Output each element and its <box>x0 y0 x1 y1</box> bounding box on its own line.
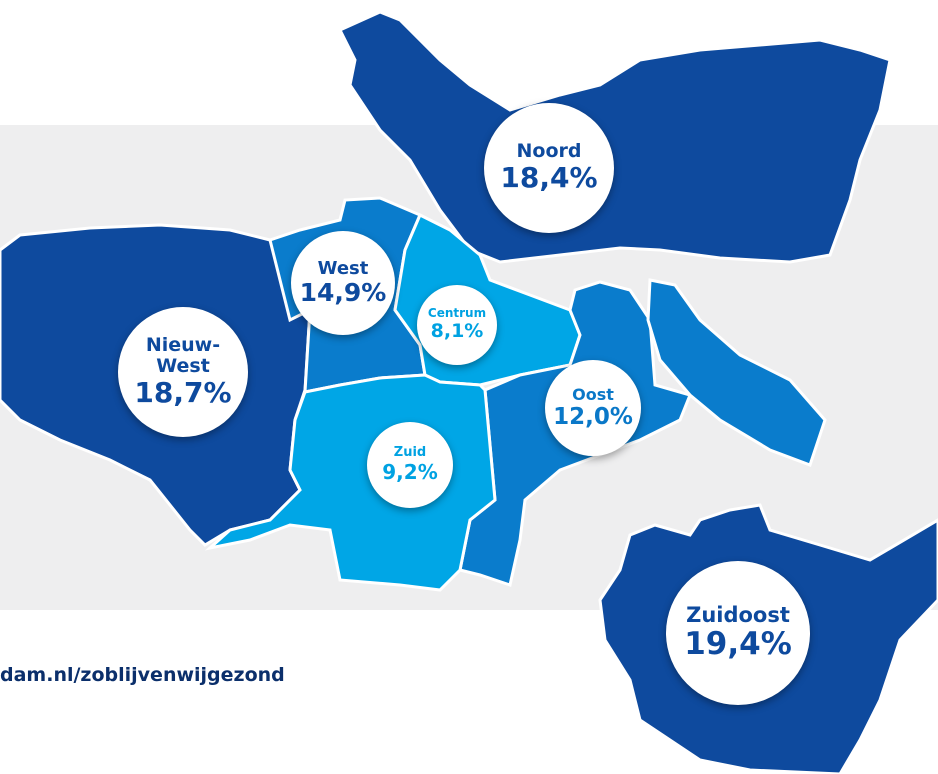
district-value: 14,9% <box>299 277 387 307</box>
district-value: 9,2% <box>382 459 438 484</box>
bubble-oost: Oost 12,0% <box>545 360 641 456</box>
district-name: Oost <box>572 384 614 404</box>
district-oost-east <box>646 278 827 467</box>
bubble-noord: Noord 18,4% <box>484 103 614 233</box>
district-value: 18,7% <box>134 375 232 409</box>
district-noord <box>337 10 892 264</box>
district-value: 18,4% <box>500 161 598 195</box>
bubble-zuid: Zuid 9,2% <box>367 422 453 508</box>
district-name: Zuidoost <box>686 602 790 627</box>
footer-url: dam.nl/zoblijvenwijgezond <box>0 664 285 686</box>
district-value: 19,4% <box>684 625 792 662</box>
district-name: Zuid <box>393 445 427 461</box>
bubble-nieuw-west: Nieuw-West 18,7% <box>118 307 248 437</box>
district-name: Noord <box>516 140 582 163</box>
district-name: Nieuw-West <box>145 334 221 377</box>
district-name: Centrum <box>427 306 487 321</box>
bubble-zuidoost: Zuidoost 19,4% <box>666 561 810 705</box>
bubble-centrum: Centrum 8,1% <box>417 285 497 365</box>
district-value: 12,0% <box>553 403 633 430</box>
district-name: West <box>317 257 369 279</box>
bubble-west: West 14,9% <box>291 231 395 335</box>
district-value: 8,1% <box>430 319 484 342</box>
